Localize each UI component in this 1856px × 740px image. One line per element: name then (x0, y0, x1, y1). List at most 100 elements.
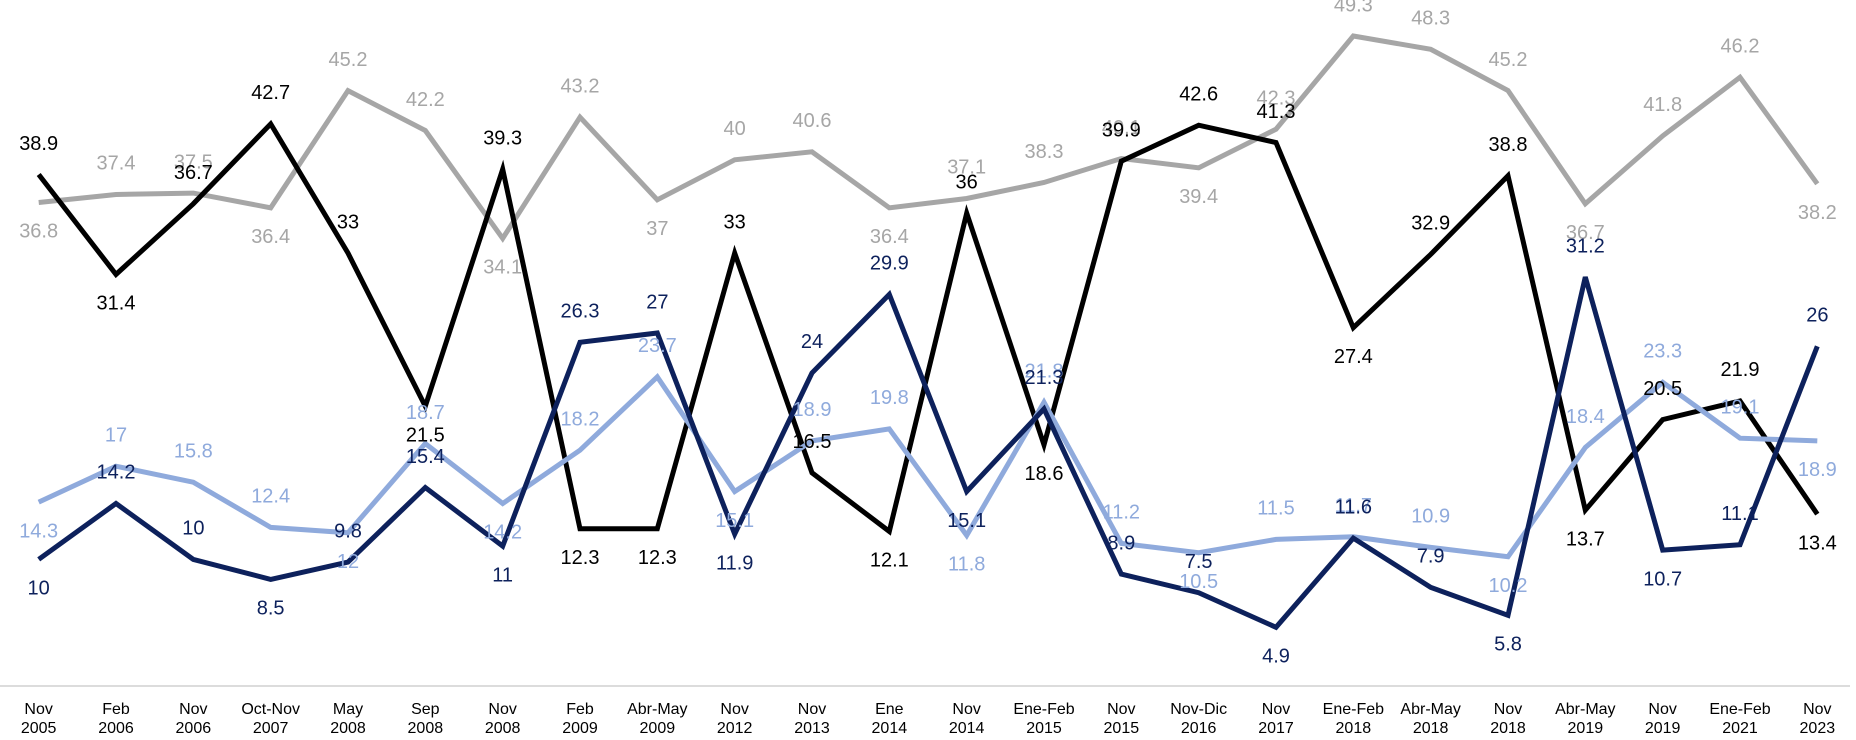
series-line (37, 276, 1820, 631)
data-label: 19.1 (1721, 396, 1760, 418)
x-tick-label: Nov 2013 (794, 701, 830, 737)
series-line (38, 33, 1820, 243)
data-label: 7.9 (1417, 546, 1445, 568)
data-label: 12 (337, 551, 359, 573)
data-label: 14.2 (483, 522, 522, 544)
x-tick-label: Nov 2014 (948, 701, 985, 737)
data-label: 23.3 (1643, 341, 1682, 363)
data-label: 24 (801, 331, 823, 353)
data-label: 36.4 (870, 226, 909, 248)
data-label: 18.2 (561, 408, 600, 430)
x-tick-label: Ene-Feb 2021 (1709, 701, 1771, 737)
data-label: 34.1 (483, 257, 522, 279)
data-label: 12.3 (561, 547, 600, 569)
x-tick-label: Nov 2023 (1799, 701, 1836, 737)
data-label: 10.2 (1489, 575, 1528, 597)
data-label: 39.4 (1179, 186, 1218, 208)
data-label: 39.9 (1102, 119, 1141, 141)
data-label: 41.8 (1643, 94, 1682, 116)
data-label: 45.2 (1489, 49, 1528, 71)
data-label: 11.6 (1335, 496, 1372, 518)
data-label: 12.4 (251, 486, 290, 508)
x-tick-label: Nov 2017 (1258, 701, 1294, 737)
data-label: 15.1 (715, 510, 754, 532)
data-label: 19.8 (870, 387, 909, 409)
x-tick-label: Sep 2008 (407, 701, 444, 737)
x-tick-label: Abr-May 2009 (627, 701, 688, 737)
data-label: 18.6 (1025, 463, 1064, 485)
data-label: 8.5 (257, 598, 285, 620)
data-label: 33 (724, 211, 746, 233)
data-label: 42.7 (251, 82, 290, 104)
data-label: 8.9 (1107, 532, 1135, 554)
data-label: 23.7 (638, 335, 677, 357)
data-label: 33 (337, 211, 359, 233)
data-label: 11 (492, 564, 513, 586)
data-label: 37.1 (947, 157, 986, 179)
x-tick-label: Nov 2015 (1103, 701, 1140, 737)
data-label: 21.3 (1025, 367, 1064, 389)
x-tick-label: Nov 2005 (20, 701, 57, 737)
x-tick-label: Abr-May 2018 (1400, 701, 1461, 737)
x-tick-label: Abr-May 2019 (1555, 701, 1616, 737)
x-tick-label: May 2008 (330, 701, 366, 737)
data-label: 21.9 (1721, 359, 1760, 381)
data-label: 18.9 (1798, 459, 1837, 481)
x-tick-label: Ene 2014 (871, 701, 908, 737)
x-tick-label: Nov 2008 (484, 701, 521, 737)
series-line (36, 119, 1820, 536)
data-label: 10 (182, 518, 204, 540)
data-label: 21.8 (1025, 361, 1064, 383)
data-label: 38.9 (19, 133, 58, 155)
data-label: 10.5 (1179, 571, 1218, 593)
data-label: 36.7 (174, 162, 213, 184)
x-tick-label: Nov 2018 (1490, 701, 1526, 737)
data-label: 10 (28, 578, 50, 600)
data-label: 36.7 (1566, 222, 1605, 244)
data-label: 38.3 (1025, 141, 1064, 163)
data-label: 36 (956, 171, 978, 193)
data-label: 48.3 (1411, 8, 1450, 30)
series-line (37, 373, 1818, 560)
data-label: 11.1 (1721, 503, 1758, 525)
data-label: 20.5 (1643, 378, 1682, 400)
data-label: 21.5 (406, 425, 445, 447)
x-tick-label: Nov 2006 (175, 701, 212, 737)
data-label: 13.7 (1566, 528, 1605, 550)
data-label: 40.6 (793, 110, 832, 132)
data-label: 38.2 (1798, 202, 1837, 224)
data-label: 12.1 (870, 550, 909, 572)
data-label: 14.2 (97, 462, 136, 484)
data-label: 46.2 (1721, 36, 1760, 58)
data-label: 17 (105, 424, 127, 446)
data-label: 45.2 (329, 49, 368, 71)
data-label: 12.3 (638, 547, 677, 569)
data-label: 40.1 (1102, 117, 1141, 139)
data-label: 11.9 (716, 552, 753, 574)
x-tick-label: Feb 2009 (562, 701, 598, 737)
x-tick-label: Nov-Dic 2016 (1170, 701, 1228, 737)
x-tick-label: Nov 2012 (716, 701, 753, 737)
data-label: 43.2 (561, 75, 600, 97)
data-label: 9.8 (334, 520, 362, 542)
data-label: 31.2 (1566, 235, 1605, 257)
data-label: 42.2 (406, 89, 445, 111)
data-label: 10.7 (1643, 568, 1682, 590)
data-label: 26 (1806, 305, 1828, 327)
data-label: 4.9 (1262, 646, 1290, 668)
data-label: 15.1 (947, 510, 986, 532)
data-label: 27 (646, 291, 668, 313)
data-label: 13.4 (1798, 532, 1837, 554)
data-label: 36.4 (251, 226, 290, 248)
data-label: 14.3 (19, 520, 58, 542)
data-label: 38.8 (1489, 134, 1528, 156)
data-label: 11.5 (1257, 498, 1294, 520)
data-label: 49.3 (1334, 0, 1373, 16)
data-label: 18.7 (406, 402, 445, 424)
data-label: 42.3 (1257, 87, 1296, 109)
data-label: 11.8 (948, 554, 985, 576)
data-label: 15.8 (174, 440, 213, 462)
data-label: 29.9 (870, 253, 909, 275)
